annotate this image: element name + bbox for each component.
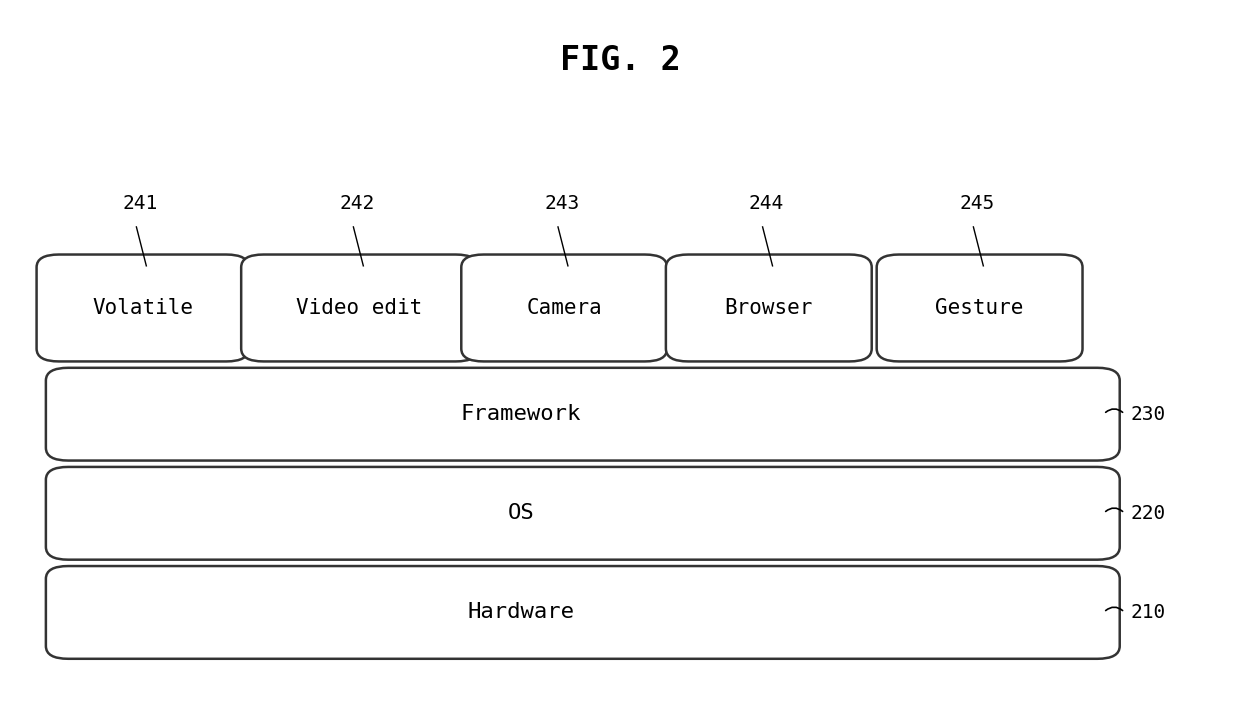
FancyBboxPatch shape (461, 255, 667, 362)
Text: Hardware: Hardware (467, 603, 574, 622)
Text: 243: 243 (544, 194, 579, 213)
Text: Camera: Camera (526, 298, 603, 318)
Text: Gesture: Gesture (935, 298, 1024, 318)
Text: Video edit: Video edit (296, 298, 423, 318)
Text: 241: 241 (123, 194, 157, 213)
FancyBboxPatch shape (877, 255, 1083, 362)
Text: 244: 244 (749, 194, 784, 213)
Text: Volatile: Volatile (92, 298, 193, 318)
Text: 242: 242 (340, 194, 374, 213)
Text: 220: 220 (1131, 504, 1166, 523)
Text: OS: OS (507, 503, 534, 523)
FancyBboxPatch shape (666, 255, 872, 362)
Text: 230: 230 (1131, 405, 1166, 423)
Text: Framework: Framework (460, 404, 582, 424)
Text: 210: 210 (1131, 603, 1166, 622)
FancyBboxPatch shape (241, 255, 477, 362)
Text: 245: 245 (960, 194, 994, 213)
Text: FIG. 2: FIG. 2 (559, 44, 681, 76)
FancyBboxPatch shape (37, 255, 248, 362)
FancyBboxPatch shape (46, 566, 1120, 658)
Text: Browser: Browser (724, 298, 813, 318)
FancyBboxPatch shape (46, 368, 1120, 461)
FancyBboxPatch shape (46, 467, 1120, 559)
